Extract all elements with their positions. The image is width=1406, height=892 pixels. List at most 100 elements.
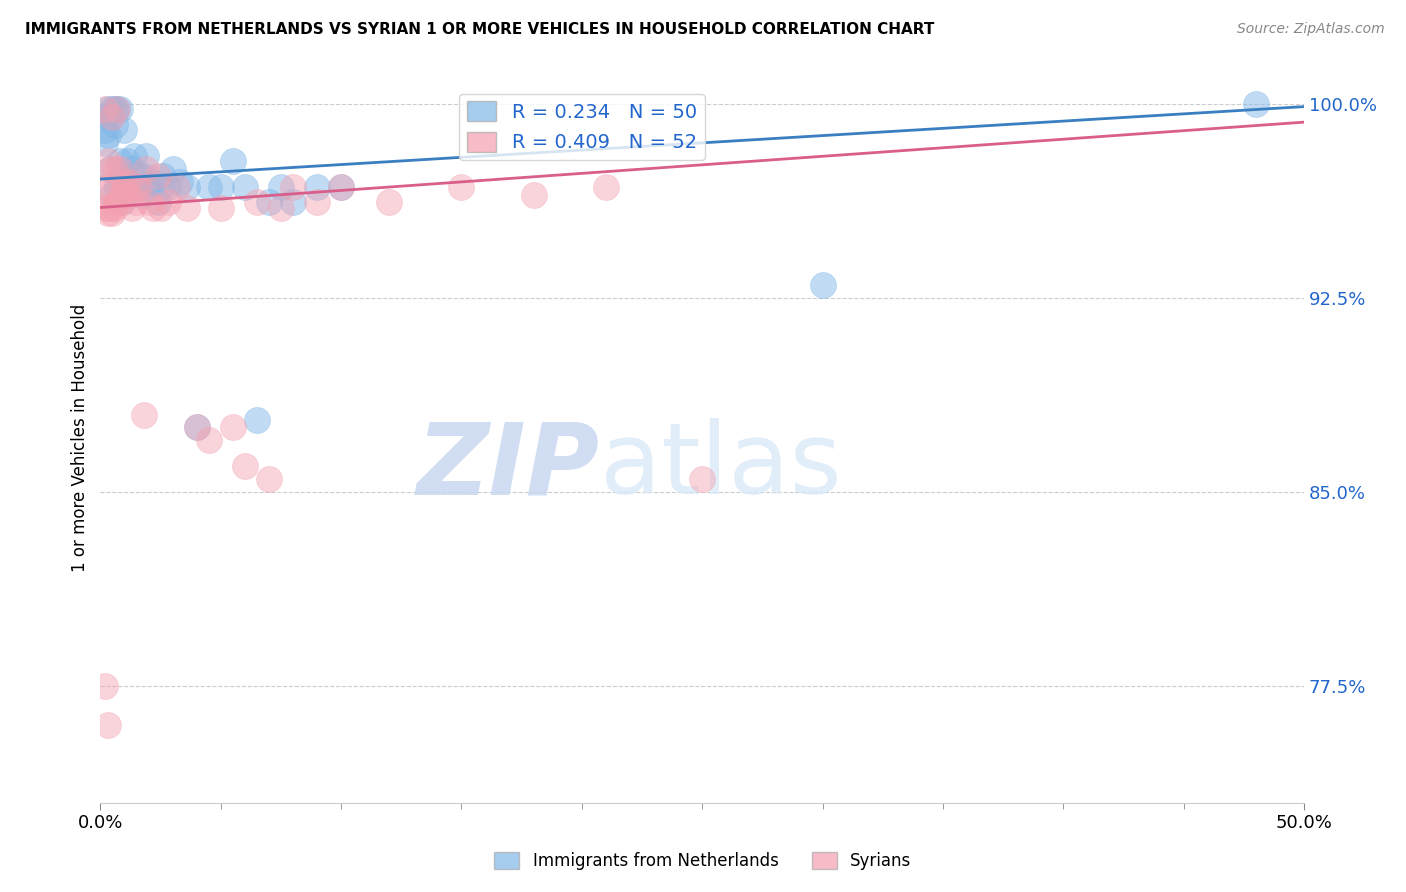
Point [197,434,219,448]
Point [166,179,188,194]
Point [112,123,135,137]
Point [97,153,120,168]
Point [115,187,138,202]
Text: ZIP: ZIP [418,418,600,516]
Point [118,175,141,189]
Point [112,179,135,194]
Point [98,201,121,215]
Point [1244,97,1267,112]
Point [97,128,120,142]
Point [233,459,256,474]
Point [257,195,280,210]
Point [94,679,117,693]
Point [149,201,172,215]
Point [97,179,120,194]
Point [98,161,121,176]
Point [186,420,208,434]
Point [97,205,120,219]
Point [111,169,134,184]
Point [330,179,353,194]
Point [246,195,269,210]
Point [122,149,145,163]
Text: IMMIGRANTS FROM NETHERLANDS VS SYRIAN 1 OR MORE VEHICLES IN HOUSEHOLD CORRELATIO: IMMIGRANTS FROM NETHERLANDS VS SYRIAN 1 … [25,22,935,37]
Point [222,420,245,434]
Point [176,201,198,215]
Point [450,179,472,194]
Point [91,110,114,124]
Point [138,195,160,210]
Point [105,102,128,116]
Point [108,161,131,176]
Point [162,161,184,176]
Point [101,102,124,116]
Point [378,195,401,210]
Point [105,195,128,210]
Point [270,201,292,215]
Point [595,179,617,194]
Point [112,179,135,194]
Point [156,195,179,210]
Point [257,472,280,486]
Point [523,187,546,202]
Point [811,278,834,293]
Point [149,179,172,194]
Point [104,201,127,215]
Point [270,179,292,194]
Point [146,195,169,210]
Point [94,123,117,137]
Point [94,136,117,150]
Point [94,102,117,116]
Point [121,201,143,215]
Point [94,201,117,215]
Point [101,110,124,124]
Legend: Immigrants from Netherlands, Syrians: Immigrants from Netherlands, Syrians [488,845,918,877]
Point [97,718,120,732]
Point [111,195,134,210]
Point [125,179,148,194]
Point [98,110,121,124]
Point [108,153,131,168]
Point [132,169,155,184]
Point [152,169,174,184]
Point [104,161,127,176]
Point [135,161,157,176]
Point [305,195,328,210]
Point [125,179,148,194]
Point [125,195,148,210]
Point [135,149,157,163]
Point [209,201,232,215]
Point [98,161,121,176]
Point [176,179,198,194]
Point [97,102,120,116]
Point [132,408,155,422]
Point [129,187,152,202]
Point [105,102,128,116]
Point [146,169,169,184]
Point [209,179,232,194]
Point [281,179,304,194]
Text: Source: ZipAtlas.com: Source: ZipAtlas.com [1237,22,1385,37]
Legend: R = 0.234   N = 50, R = 0.409   N = 52: R = 0.234 N = 50, R = 0.409 N = 52 [460,94,704,160]
Point [108,102,131,116]
Point [101,187,124,202]
Point [246,412,269,426]
Point [197,179,219,194]
Point [305,179,328,194]
Point [233,179,256,194]
Point [128,179,150,194]
Y-axis label: 1 or more Vehicles in Household: 1 or more Vehicles in Household [72,303,89,572]
Point [142,175,165,189]
Point [128,169,150,184]
Text: atlas: atlas [600,418,842,516]
Point [138,179,160,194]
Point [91,179,114,194]
Point [121,161,143,176]
Point [169,175,191,189]
Point [118,175,141,189]
Point [104,118,127,132]
Point [101,205,124,219]
Point [104,102,127,116]
Point [105,179,128,194]
Point [156,179,179,194]
Point [111,195,134,210]
